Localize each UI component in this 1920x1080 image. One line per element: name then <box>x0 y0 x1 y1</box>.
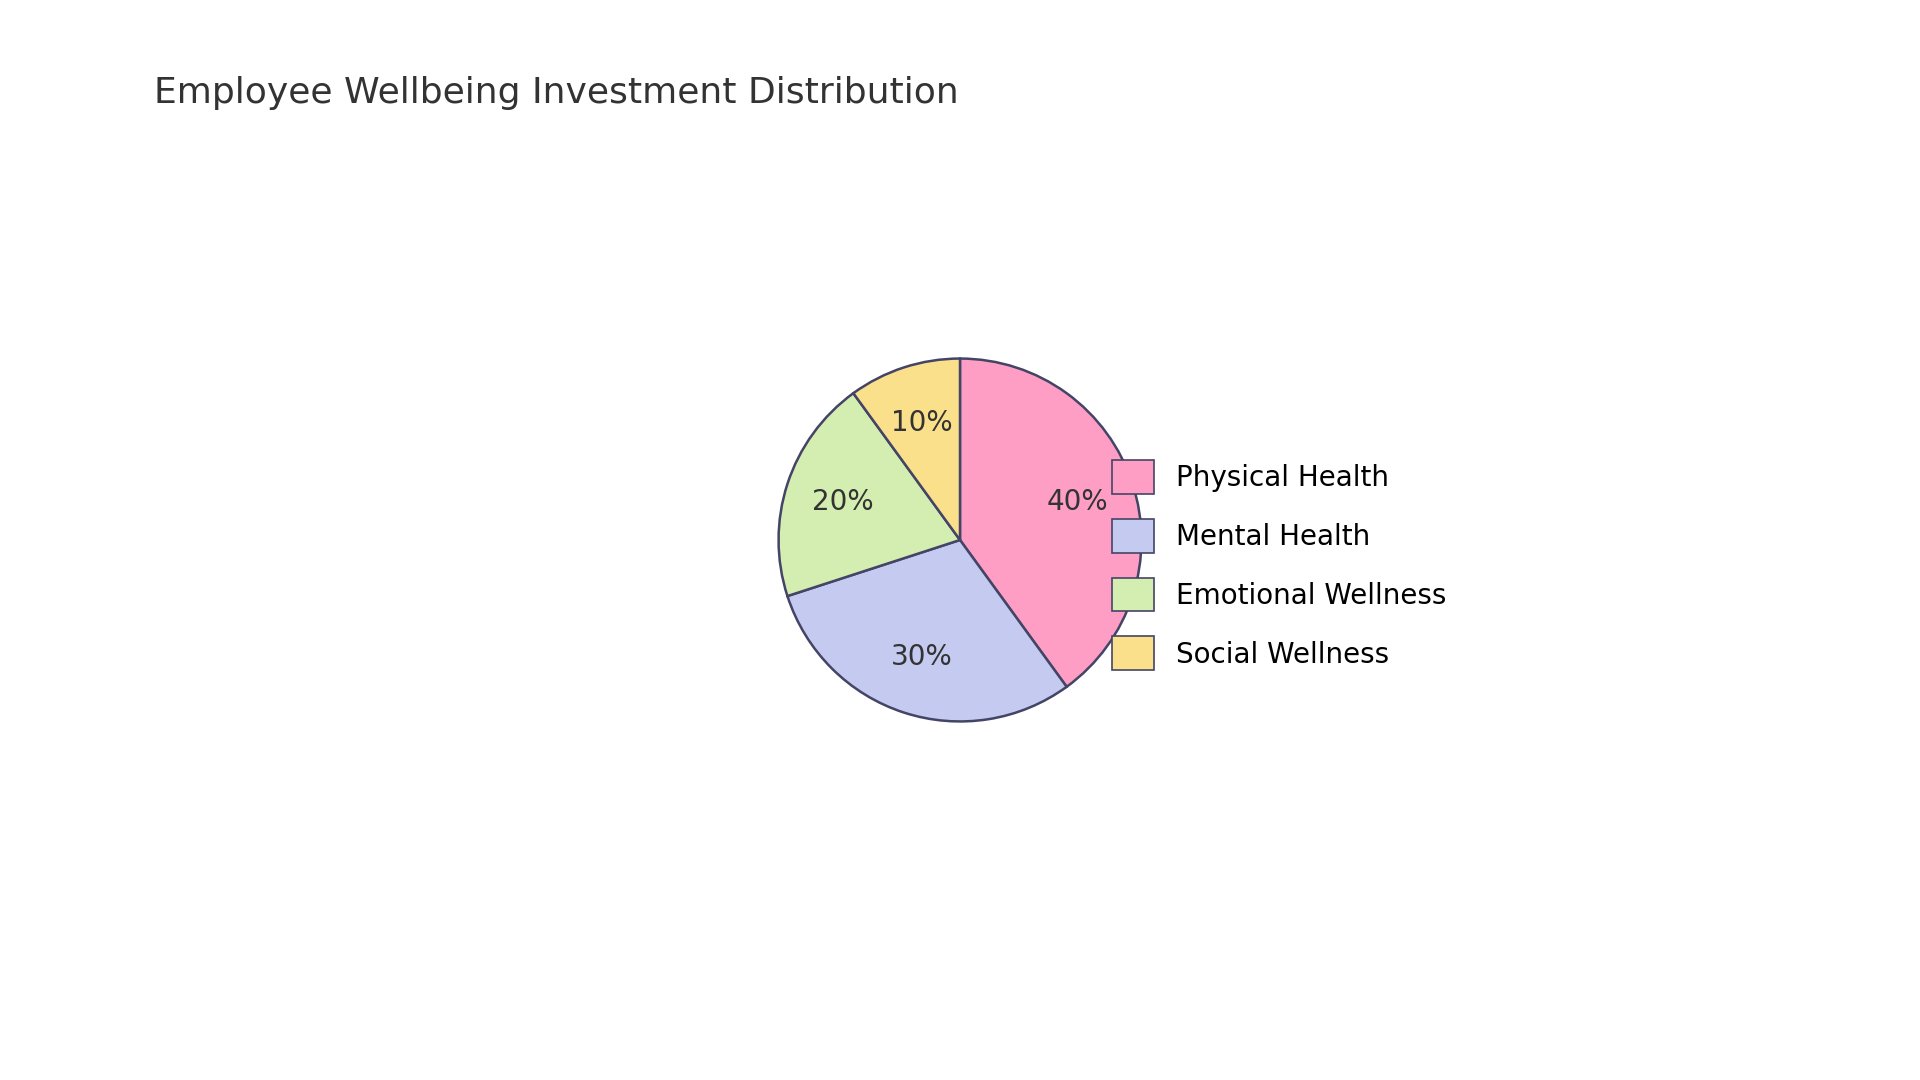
Text: 30%: 30% <box>891 644 952 672</box>
Wedge shape <box>780 393 960 596</box>
Wedge shape <box>787 540 1068 721</box>
Text: 10%: 10% <box>891 408 952 436</box>
Wedge shape <box>960 359 1140 687</box>
Wedge shape <box>852 359 960 540</box>
Legend: Physical Health, Mental Health, Emotional Wellness, Social Wellness: Physical Health, Mental Health, Emotiona… <box>1098 446 1459 685</box>
Text: 40%: 40% <box>1046 488 1108 516</box>
Text: Employee Wellbeing Investment Distribution: Employee Wellbeing Investment Distributi… <box>154 76 958 109</box>
Text: 20%: 20% <box>812 488 874 516</box>
